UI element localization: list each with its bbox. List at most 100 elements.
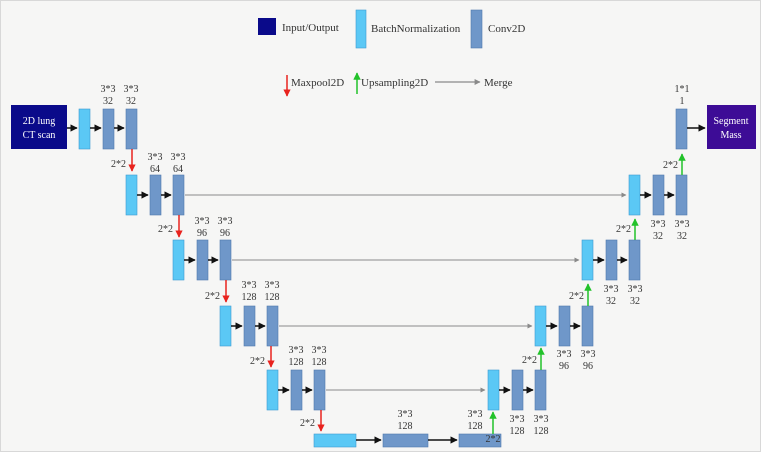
- dec5-up-label: 2*2: [486, 434, 501, 445]
- dec5-conv2-filters: 128: [534, 426, 549, 437]
- enc2-conv1-kernel: 3*3: [148, 152, 163, 163]
- legend-io-swatch: [258, 18, 276, 35]
- final-conv-filters: 1: [680, 96, 685, 107]
- conv-block: [652, 174, 665, 216]
- enc5-conv2-kernel: 3*3: [312, 345, 327, 356]
- output-label-line1: Segment: [714, 116, 749, 127]
- legend-batchnorm-swatch: [355, 9, 367, 49]
- bottleneck-conv-kernel: 3*3: [398, 409, 413, 420]
- conv-block: [605, 239, 618, 281]
- dec3-conv2-filters: 32: [630, 296, 640, 307]
- dec3-conv1-kernel: 3*3: [604, 284, 619, 295]
- batchnorm-block: [581, 239, 594, 281]
- dec4-conv1-kernel: 3*3: [557, 349, 572, 360]
- conv-block: [382, 433, 429, 448]
- dec0-conv-kernel: 3*3: [468, 409, 483, 420]
- output-label-line2: Mass: [720, 130, 741, 141]
- batchnorm-block: [628, 174, 641, 216]
- enc2-conv2-filters: 64: [173, 164, 183, 175]
- input-label-line1: 2D lung: [23, 116, 56, 127]
- batchnorm-block: [266, 369, 279, 411]
- conv-block: [511, 369, 524, 411]
- batchnorm-block: [125, 174, 138, 216]
- dec2-conv1-kernel: 3*3: [651, 219, 666, 230]
- enc3-conv1-filters: 96: [197, 228, 207, 239]
- batchnorm-block: [172, 239, 185, 281]
- legend-upsampling-label: Upsampling2D: [361, 77, 428, 89]
- enc2-conv1-filters: 64: [150, 164, 160, 175]
- legend-maxpool-label: Maxpool2D: [291, 77, 344, 89]
- dec2-conv2-filters: 32: [677, 231, 687, 242]
- enc1-conv1-filters: 32: [103, 96, 113, 107]
- dec0-conv-filters: 128: [468, 421, 483, 432]
- enc2-pool-label: 2*2: [158, 224, 173, 235]
- enc4-conv2-kernel: 3*3: [265, 280, 280, 291]
- enc5-conv1-filters: 128: [289, 357, 304, 368]
- conv-block: [266, 305, 279, 347]
- dec3-conv2-kernel: 3*3: [628, 284, 643, 295]
- conv-block: [675, 108, 688, 150]
- legend: Input/Output BatchNormalization Conv2D M…: [258, 9, 525, 97]
- enc3-conv2-kernel: 3*3: [218, 216, 233, 227]
- enc1-conv1-kernel: 3*3: [101, 84, 116, 95]
- enc1-conv2-kernel: 3*3: [124, 84, 139, 95]
- enc5-conv2-filters: 128: [312, 357, 327, 368]
- dec4-conv1-filters: 96: [559, 361, 569, 372]
- dec3-conv1-filters: 32: [606, 296, 616, 307]
- batchnorm-block: [534, 305, 547, 347]
- enc5-conv1-kernel: 3*3: [289, 345, 304, 356]
- input-box: [11, 105, 67, 149]
- dec2-up-label: 2*2: [616, 224, 631, 235]
- conv-block: [290, 369, 303, 411]
- batchnorm-block: [219, 305, 232, 347]
- dec5-conv1-filters: 128: [510, 426, 525, 437]
- dec2-conv2-kernel: 3*3: [675, 219, 690, 230]
- dec5-conv2-kernel: 3*3: [534, 414, 549, 425]
- batchnorm-block: [313, 433, 357, 448]
- conv-block: [581, 305, 594, 347]
- conv-block: [172, 174, 185, 216]
- conv-block: [534, 369, 547, 411]
- dec4-conv2-filters: 96: [583, 361, 593, 372]
- enc4-pool-label: 2*2: [250, 356, 265, 367]
- enc3-pool-label: 2*2: [205, 291, 220, 302]
- conv-block: [243, 305, 256, 347]
- legend-io-label: Input/Output: [282, 22, 339, 34]
- enc3-conv2-filters: 96: [220, 228, 230, 239]
- conv-block: [219, 239, 232, 281]
- batchnorm-block: [78, 108, 91, 150]
- conv-block: [313, 369, 326, 411]
- dec4-up-label: 2*2: [522, 355, 537, 366]
- enc4-conv1-kernel: 3*3: [242, 280, 257, 291]
- conv-block: [628, 239, 641, 281]
- legend-merge-label: Merge: [484, 77, 513, 89]
- dec3-up-label: 2*2: [569, 291, 584, 302]
- enc4-conv2-filters: 128: [265, 292, 280, 303]
- enc4-conv1-filters: 128: [242, 292, 257, 303]
- legend-conv-label: Conv2D: [488, 23, 525, 35]
- enc5-pool-label: 2*2: [300, 418, 315, 429]
- conv-block: [149, 174, 162, 216]
- final-conv-kernel: 1*1: [675, 84, 690, 95]
- conv-block: [196, 239, 209, 281]
- conv-block: [675, 174, 688, 216]
- bottleneck-conv-filters: 128: [398, 421, 413, 432]
- enc1-pool-label: 2*2: [111, 159, 126, 170]
- output-box: [707, 105, 756, 149]
- merge-connections: [185, 192, 627, 393]
- conv-block: [125, 108, 138, 150]
- legend-batchnorm-label: BatchNormalization: [371, 23, 461, 35]
- dec5-conv1-kernel: 3*3: [510, 414, 525, 425]
- dec2-conv1-filters: 32: [653, 231, 663, 242]
- input-label-line2: CT scan: [23, 130, 56, 141]
- dec4-conv2-kernel: 3*3: [581, 349, 596, 360]
- conv-block: [102, 108, 115, 150]
- enc2-conv2-kernel: 3*3: [171, 152, 186, 163]
- conv-block: [458, 433, 502, 448]
- dec1-up-label: 2*2: [663, 160, 678, 171]
- enc1-conv2-filters: 32: [126, 96, 136, 107]
- legend-conv-swatch: [470, 9, 483, 49]
- conv-block: [558, 305, 571, 347]
